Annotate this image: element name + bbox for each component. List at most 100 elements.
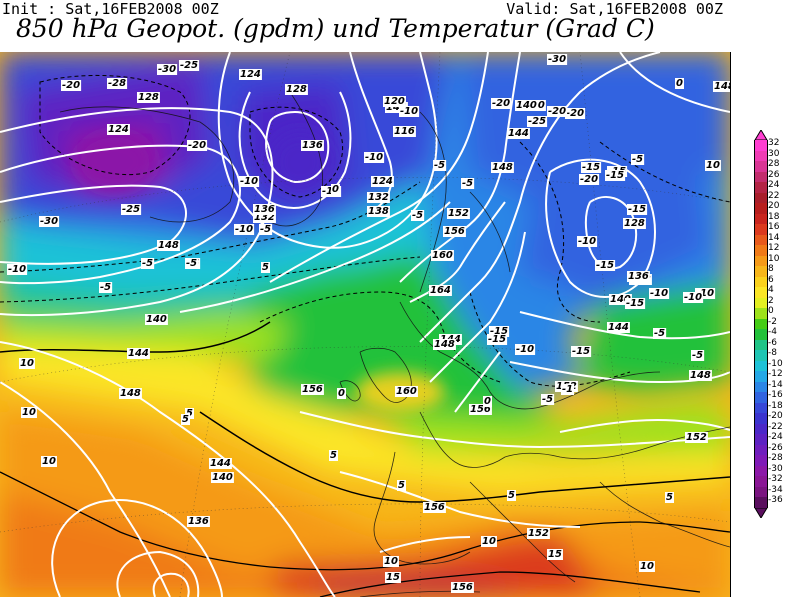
temperature-label-box <box>364 152 385 163</box>
temperature-label-box <box>99 282 113 293</box>
temperature-color-legend: 32 30 28 26 24 22 20 18 16 14 12 10 8 6 4 2 0 -2 -4 -6 -8 -10… <box>754 130 789 518</box>
legend-level: -14 <box>754 380 789 393</box>
geopotential-label: 156 <box>444 226 465 237</box>
geopotential-label-box <box>145 314 168 325</box>
geopotential-label: 124 <box>240 69 261 80</box>
temperature-label: -10 <box>235 224 253 235</box>
geopotential-label-box <box>385 102 408 113</box>
temperature-label: 10 <box>482 536 496 547</box>
legend-swatch <box>754 360 768 372</box>
geopotential-label: 148 <box>690 370 711 381</box>
temperature-label-box <box>675 78 684 89</box>
temperature-label: -5 <box>542 394 553 405</box>
legend-swatch <box>754 203 768 214</box>
temperature-label: -25 <box>122 204 140 215</box>
legend-label: -4 <box>768 327 777 338</box>
legend-level: -22 <box>754 422 789 435</box>
temperature-label-box <box>683 292 704 303</box>
temperature-label: 0 <box>484 396 491 407</box>
graticule <box>0 52 730 597</box>
legend-level: 14 <box>754 233 789 246</box>
legend-level: 28 <box>754 159 789 172</box>
temperature-label-box <box>705 160 721 171</box>
geopotential-label: 156 <box>452 582 473 593</box>
geopotential-label-box <box>527 528 550 539</box>
legend-swatch <box>754 140 768 151</box>
geopotential-label: 152 <box>448 208 469 219</box>
temperature-label-box <box>577 236 598 247</box>
legend-level: -32 <box>754 475 789 487</box>
legend-level: -10 <box>754 358 789 372</box>
legend-swatch <box>754 434 768 445</box>
temperature-label: 10 <box>384 556 398 567</box>
geopotential-label-box <box>609 294 632 305</box>
temperature-label-box <box>179 60 200 71</box>
geopotential-label: 140 <box>516 100 537 111</box>
init-time-label: Init : Sat,16FEB2008 00Z <box>2 0 219 18</box>
legend-label: -10 <box>768 358 783 369</box>
geopotential-label-box <box>685 432 708 443</box>
geopotential-label-box <box>515 100 538 111</box>
temperature-label: -15 <box>596 260 614 271</box>
temperature-label-box <box>487 334 508 345</box>
legend-level: -18 <box>754 401 789 414</box>
temperature-label: -10 <box>365 152 383 163</box>
temperature-label-box <box>649 288 670 299</box>
legend-label: -26 <box>768 442 783 453</box>
temperature-label: -5 <box>260 224 271 235</box>
temperature-label-box <box>561 384 575 395</box>
legend-swatch <box>754 455 768 466</box>
geopotential-label: 136 <box>254 204 275 215</box>
geopotential-label-box <box>157 240 180 251</box>
temperature-label: -10 <box>684 292 702 303</box>
geopotential-label: 156 <box>470 404 491 415</box>
geopotential-label-box <box>469 404 492 415</box>
temperature-label: -15 <box>490 326 508 337</box>
legend-label: -12 <box>768 369 783 380</box>
legend-level: -26 <box>754 442 789 456</box>
legend-label: -24 <box>768 432 783 443</box>
temperature-label-box <box>595 260 616 271</box>
temperature-label: 5 <box>262 262 269 273</box>
temperature-label: -5 <box>632 154 643 165</box>
geopotential-label-box <box>431 250 454 261</box>
temperature-label-box <box>7 264 28 275</box>
legend-level: 16 <box>754 222 789 235</box>
temperature-label-box <box>19 358 35 369</box>
temperature-label: -10 <box>8 264 26 275</box>
temperature-isotherms <box>0 74 730 597</box>
legend-level: 10 <box>754 253 789 267</box>
geopotential-label-box <box>107 124 130 135</box>
legend-label: 12 <box>768 243 780 254</box>
geopotential-label-box <box>253 204 276 215</box>
geopotential-label-box <box>491 162 514 173</box>
temperature-label-box <box>383 556 399 567</box>
temperature-label: -5 <box>142 258 153 269</box>
geopotential-label-box <box>623 218 646 229</box>
legend-label: -34 <box>768 484 783 495</box>
temperature-label: -20 <box>492 98 510 109</box>
temperature-label-box <box>157 64 178 75</box>
temperature-label-box <box>491 98 512 109</box>
coastlines <box>59 91 730 597</box>
geopotential-label: 148 <box>434 339 455 350</box>
legend-level: -28 <box>754 454 789 466</box>
legend-level: 26 <box>754 170 789 183</box>
temperature-label-box <box>547 549 563 560</box>
legend-label: 16 <box>768 222 780 233</box>
geopotential-label-box <box>211 472 234 483</box>
legend-label: -30 <box>768 463 783 474</box>
temperature-label: -15 <box>626 298 644 309</box>
legend-label: 28 <box>768 159 780 170</box>
temperature-label: 15 <box>386 572 400 583</box>
legend-label: 10 <box>768 253 780 264</box>
legend-level: 0 <box>754 307 789 319</box>
temperature-label: -5 <box>412 210 423 221</box>
temperature-label: -25 <box>528 116 546 127</box>
geopotential-label-box <box>607 322 630 333</box>
temperature-label-box <box>639 561 655 572</box>
temperature-label: 5 <box>666 492 673 503</box>
legend-swatch <box>754 171 768 183</box>
geopotential-label-box <box>507 128 530 139</box>
temperature-label-box <box>234 224 255 235</box>
